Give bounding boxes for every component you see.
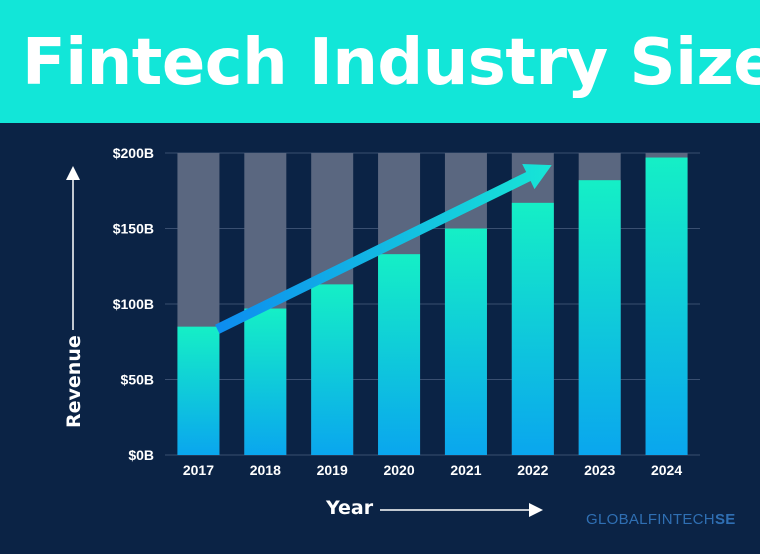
y-axis-ticks: $0B $50B $100B $150B $200B: [113, 145, 154, 463]
y-axis-label: Revenue: [63, 335, 85, 428]
x-axis-right-arrow-icon: [529, 503, 543, 517]
bars: [177, 157, 688, 455]
x-tick-label: 2020: [383, 462, 414, 478]
y-axis-label-group: Revenue: [63, 166, 85, 428]
title-banner: Fintech Industry Size: [0, 0, 760, 123]
x-axis-label-group: Year: [325, 497, 543, 519]
brand-tail: SE: [715, 511, 736, 528]
y-axis-up-arrow-icon: [66, 166, 80, 180]
x-tick-label: 2019: [317, 462, 348, 478]
x-tick-label: 2017: [183, 462, 214, 478]
brand-logo-text: GLOBALFINTECHSE: [586, 511, 736, 528]
chart-title: Fintech Industry Size: [22, 26, 760, 100]
bar-2024: [645, 157, 688, 455]
trend-arrow-icon: [215, 164, 552, 334]
bar-2023: [578, 180, 621, 455]
bar-2018: [244, 308, 287, 455]
bar-2020: [378, 254, 421, 455]
x-tick-label: 2018: [250, 462, 281, 478]
x-tick-label: 2023: [584, 462, 615, 478]
brand-main: GLOBALFINTECH: [586, 511, 715, 528]
bar-2017: [177, 326, 220, 455]
bar-2019: [311, 284, 354, 455]
y-tick-label: $100B: [113, 296, 154, 312]
x-tick-label: 2024: [651, 462, 682, 478]
y-tick-label: $150B: [113, 221, 154, 237]
trend-arrow: [215, 164, 552, 334]
bar-2022: [511, 202, 554, 455]
x-tick-label: 2021: [450, 462, 481, 478]
x-tick-label: 2022: [517, 462, 548, 478]
x-axis-ticks: 2017 2018 2019 2020 2021 2022 2023 2024: [183, 462, 682, 478]
y-tick-label: $0B: [128, 447, 154, 463]
y-tick-label: $50B: [121, 372, 154, 388]
y-tick-label: $200B: [113, 145, 154, 161]
x-axis-label: Year: [325, 497, 374, 519]
bar-2021: [444, 228, 487, 455]
